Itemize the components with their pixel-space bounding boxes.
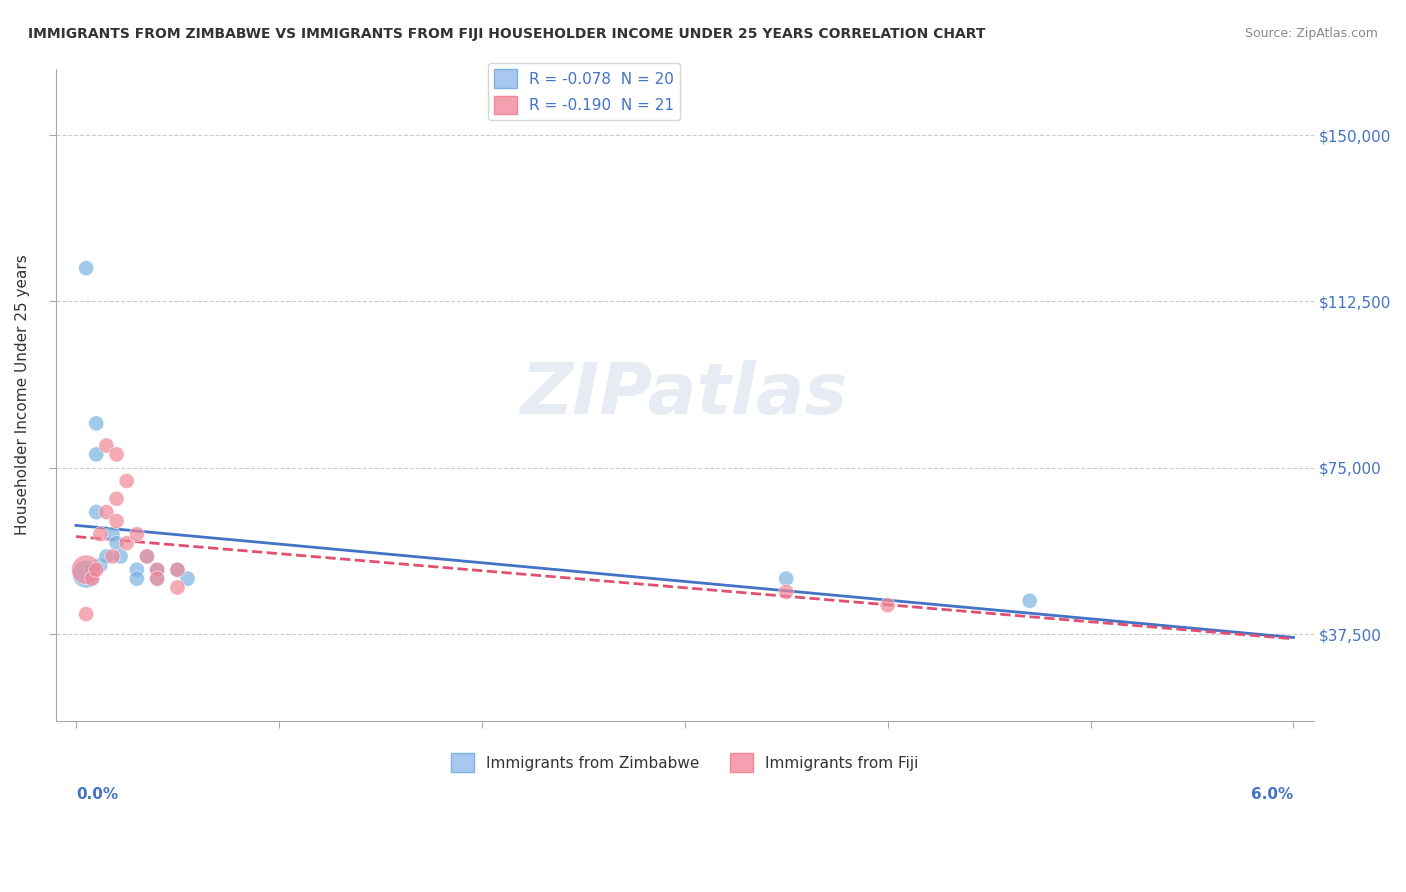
Point: [84, 563, 107, 577]
Point: [89, 558, 111, 573]
Point: [125, 563, 148, 577]
Point: [775, 585, 797, 599]
Point: [1018, 594, 1040, 608]
Point: [176, 572, 198, 586]
Point: [96, 438, 118, 452]
Y-axis label: Householder Income Under 25 years: Householder Income Under 25 years: [15, 254, 30, 535]
Point: [75, 563, 97, 577]
Point: [110, 549, 132, 564]
Point: [105, 491, 128, 506]
Point: [82, 572, 104, 586]
Point: [96, 505, 118, 519]
Point: [146, 563, 169, 577]
Point: [82, 563, 104, 577]
Point: [115, 536, 138, 550]
Point: [146, 563, 169, 577]
Point: [105, 536, 128, 550]
Point: [105, 514, 128, 528]
Text: ZIPatlas: ZIPatlas: [522, 360, 848, 429]
Point: [876, 599, 898, 613]
Point: [84, 505, 107, 519]
Point: [75, 607, 97, 621]
Point: [166, 581, 188, 595]
Point: [96, 549, 118, 564]
Point: [775, 572, 797, 586]
Point: [136, 549, 159, 564]
Legend: Immigrants from Zimbabwe, Immigrants from Fiji: Immigrants from Zimbabwe, Immigrants fro…: [444, 747, 925, 778]
Point: [136, 549, 159, 564]
Point: [101, 549, 124, 564]
Point: [125, 527, 148, 541]
Point: [166, 563, 188, 577]
Point: [75, 567, 97, 582]
Text: 0.0%: 0.0%: [76, 787, 118, 802]
Text: 6.0%: 6.0%: [1251, 787, 1294, 802]
Point: [146, 572, 169, 586]
Point: [105, 447, 128, 461]
Point: [84, 447, 107, 461]
Point: [101, 527, 124, 541]
Point: [84, 417, 107, 431]
Point: [75, 261, 97, 276]
Point: [125, 572, 148, 586]
Point: [115, 474, 138, 488]
Point: [166, 563, 188, 577]
Text: IMMIGRANTS FROM ZIMBABWE VS IMMIGRANTS FROM FIJI HOUSEHOLDER INCOME UNDER 25 YEA: IMMIGRANTS FROM ZIMBABWE VS IMMIGRANTS F…: [28, 27, 986, 41]
Text: Source: ZipAtlas.com: Source: ZipAtlas.com: [1244, 27, 1378, 40]
Point: [89, 527, 111, 541]
Point: [146, 572, 169, 586]
